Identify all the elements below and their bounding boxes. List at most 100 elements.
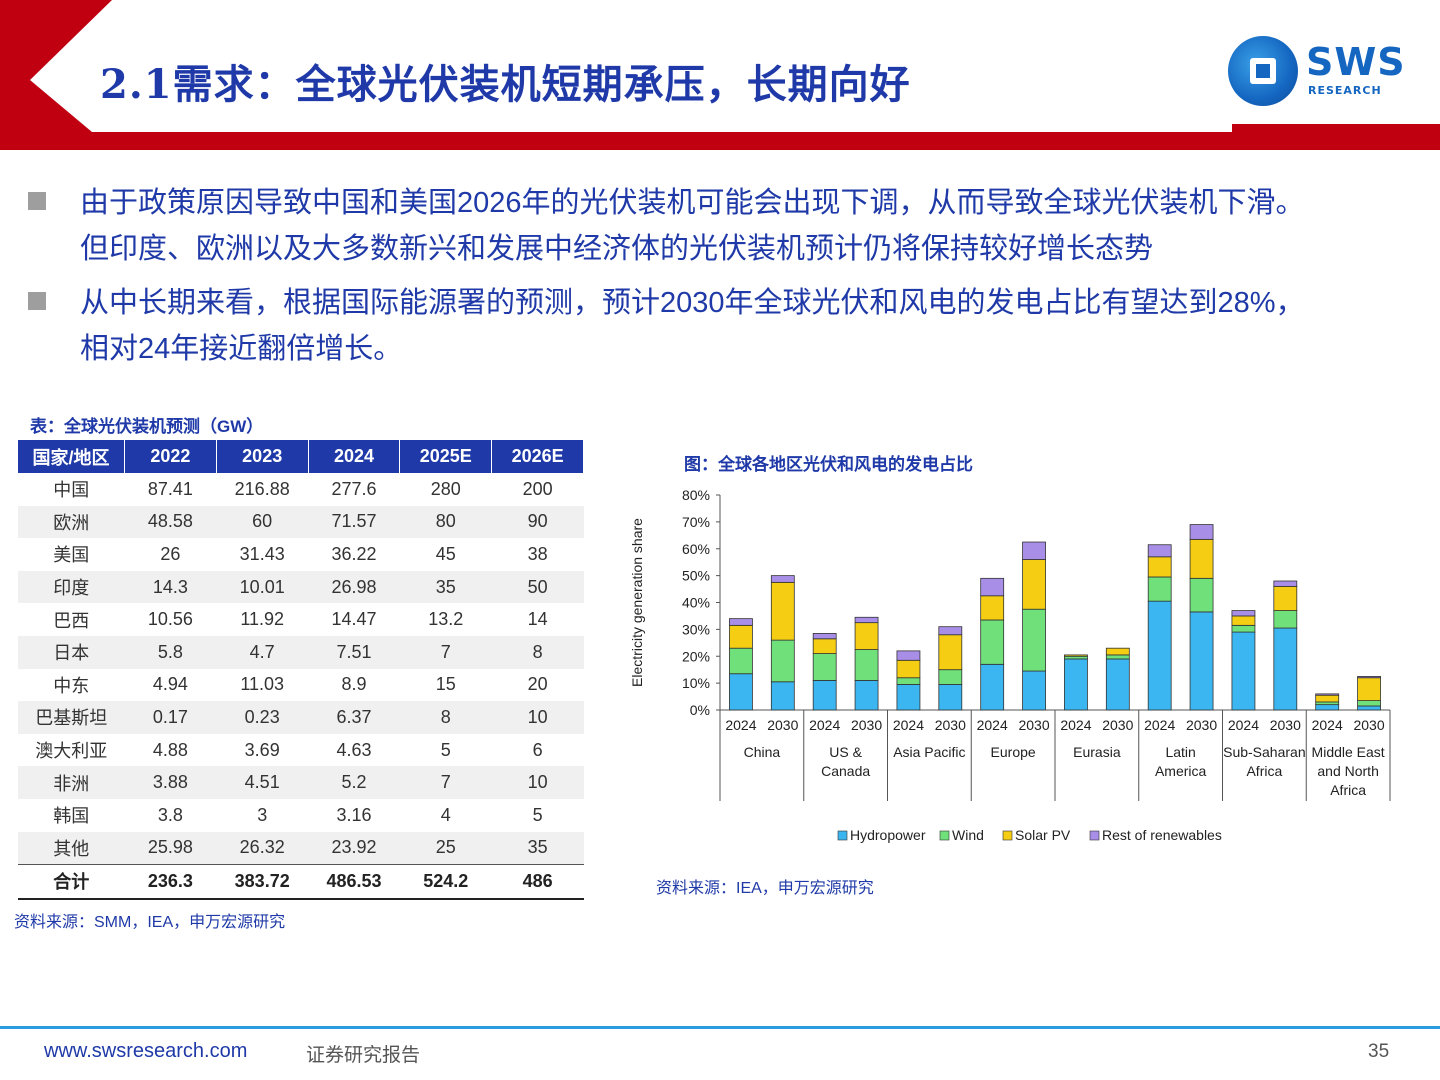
y-tick-label: 20% — [682, 648, 710, 664]
y-tick-label: 70% — [682, 514, 710, 530]
bar-segment — [1022, 541, 1046, 560]
table-header-cell: 2022 — [124, 440, 217, 473]
table-cell: 6.37 — [308, 701, 400, 734]
bar-segment — [1105, 647, 1130, 656]
table-cell: 14.3 — [124, 570, 217, 604]
table-cell: 10 — [491, 701, 584, 734]
table-cell: 31.43 — [216, 538, 309, 571]
table-cell: 4.88 — [124, 733, 217, 767]
logo-text: SWS — [1306, 40, 1406, 84]
y-tick-label: 50% — [682, 568, 710, 584]
x-year-label: 2024 — [725, 717, 756, 733]
bar-segment — [1147, 576, 1172, 602]
bar-segment — [980, 577, 1005, 597]
table-cell: 4.7 — [216, 635, 309, 669]
x-group-label: Asia Pacific — [893, 744, 965, 760]
table-row: 中国 87.41 216.88 277.6 280 200 — [18, 473, 584, 506]
bar-segment — [1147, 544, 1172, 558]
bar-segment — [812, 680, 837, 711]
x-year-label: 2030 — [1353, 717, 1384, 733]
x-group-label: US & — [829, 744, 862, 760]
table-cell: 11.92 — [216, 603, 309, 636]
bar-segment — [854, 622, 879, 650]
table-cell: 中国 — [18, 473, 125, 506]
bullet-line: 但印度、欧洲以及大多数新兴和发展中经济体的光伏装机预计仍将保持较好增长态势 — [80, 233, 1154, 265]
table-cell: 5 — [399, 733, 492, 767]
x-year-label: 2030 — [767, 717, 798, 733]
table-cell: 60 — [216, 505, 309, 539]
bar-segment — [896, 659, 921, 679]
legend-label: Rest of renewables — [1102, 827, 1222, 843]
bar-segment — [1022, 559, 1046, 610]
bar-segment — [854, 649, 879, 681]
table-cell: 50 — [491, 570, 584, 604]
bullet-text: 由于政策原因导致中国和美国2026年的光伏装机可能会出现下调，从而导致全球光伏装… — [80, 180, 1440, 272]
bar-segment — [896, 684, 921, 711]
bar-segment — [1231, 624, 1256, 633]
bar-segment — [729, 618, 753, 626]
pv-forecast-table: 国家/地区 2022 2023 2024 2025E 2026E 中国 87.41… — [18, 440, 584, 900]
table-total-cell: 524.2 — [399, 864, 492, 900]
bar-segment — [1105, 658, 1130, 711]
table-header-cell: 2024 — [308, 440, 401, 473]
legend-swatch — [939, 830, 950, 841]
table-row: 澳大利亚 4.88 3.69 4.63 5 6 — [18, 733, 584, 767]
bar-segment — [1315, 704, 1340, 711]
bar-segment — [770, 575, 795, 583]
chart-source: 资料来源：IEA，申万宏源研究 — [656, 880, 874, 897]
table-total-cell: 236.3 — [124, 864, 217, 900]
bullet-line: 从中长期来看，根据国际能源署的预测，预计2030年全球光伏和风电的发电占比有望达… — [80, 287, 1305, 319]
y-tick-label: 80% — [682, 487, 710, 503]
footer-divider — [0, 1026, 1440, 1029]
bar-segment — [1189, 611, 1214, 711]
table-total-cell: 合计 — [18, 864, 125, 900]
bar-segment — [854, 616, 879, 624]
table-cell: 3.88 — [124, 766, 217, 799]
x-group-label: Africa — [1330, 782, 1366, 798]
table-cell: 38 — [491, 538, 584, 571]
bar-segment — [938, 626, 963, 636]
bar-segment — [938, 684, 963, 711]
table-cell: 8 — [399, 701, 492, 734]
table-cell: 71.57 — [308, 505, 400, 539]
x-group-label: Middle East — [1312, 744, 1385, 760]
table-cell: 200 — [491, 473, 584, 506]
table-cell: 5 — [491, 798, 584, 832]
x-year-label: 2030 — [1186, 717, 1217, 733]
legend-label: Wind — [952, 827, 984, 843]
table-row: 韩国 3.8 3 3.16 4 5 — [18, 798, 584, 832]
bar-segment — [1315, 693, 1340, 696]
table-cell: 美国 — [18, 538, 125, 571]
table-cell: 5.8 — [124, 635, 217, 669]
page-number: 35 — [1368, 1041, 1390, 1062]
table-cell: 4 — [399, 798, 492, 832]
x-group-label: and North — [1317, 763, 1378, 779]
table-title: 表：全球光伏装机预测（GW） — [30, 417, 264, 436]
bullet-line: 由于政策原因导致中国和美国2026年的光伏装机可能会出现下调，从而导致全球光伏装… — [80, 187, 1305, 219]
x-group-label: Latin — [1165, 744, 1195, 760]
table-cell: 80 — [399, 505, 492, 539]
x-year-label: 2024 — [1228, 717, 1259, 733]
table-cell: 欧洲 — [18, 505, 125, 539]
table-cell: 10.56 — [124, 603, 217, 636]
bar-segment — [1189, 524, 1214, 540]
table-cell: 48.58 — [124, 505, 217, 539]
x-year-label: 2030 — [1018, 717, 1049, 733]
bar-segment — [1357, 700, 1381, 707]
table-cell: 7.51 — [308, 635, 400, 669]
page-title: 2.1需求：全球光伏装机短期承压，长期向好 — [100, 61, 911, 108]
logo-subtext: RESEARCH — [1308, 84, 1382, 97]
x-year-label: 2024 — [893, 717, 924, 733]
table-cell: 35 — [399, 570, 492, 604]
table-cell: 216.88 — [216, 473, 309, 506]
x-year-label: 2024 — [809, 717, 840, 733]
bar-segment — [1022, 608, 1046, 672]
bullet-square-icon — [28, 292, 46, 310]
table-cell: 10.01 — [216, 570, 309, 604]
bar-segment — [770, 681, 795, 711]
legend-swatch — [837, 830, 848, 841]
footer-url[interactable]: www.swsresearch.com — [44, 1040, 248, 1062]
x-year-label: 2030 — [935, 717, 966, 733]
x-year-label: 2030 — [1270, 717, 1301, 733]
bar-segment — [1357, 705, 1381, 711]
